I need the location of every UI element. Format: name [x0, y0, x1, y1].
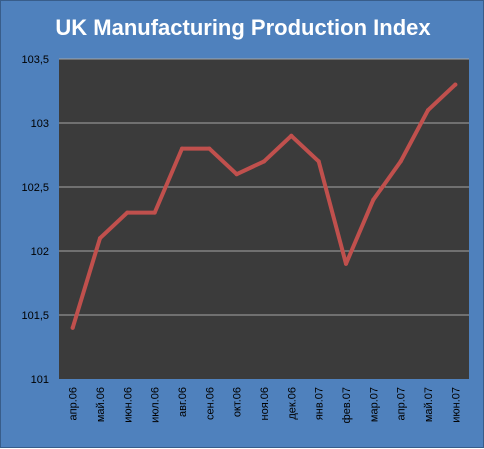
data-point	[234, 172, 239, 177]
y-tick-label: 102,5	[21, 182, 49, 194]
data-point	[453, 82, 458, 87]
x-tick-label: фев.07	[341, 387, 353, 423]
chart-title: UK Manufacturing Production Index	[55, 15, 431, 40]
x-tick-label: сен.06	[204, 387, 216, 420]
x-tick-label: апр.07	[396, 387, 408, 420]
x-tick-label: мар.07	[368, 387, 380, 422]
y-tick-label: 101,5	[21, 310, 49, 322]
data-point	[98, 236, 102, 241]
data-point	[152, 210, 157, 215]
x-tick-label: дек.06	[286, 387, 298, 420]
y-axis: 101 101,5 102 102,5 103 103,5	[21, 54, 49, 386]
x-tick-label: июн.07	[450, 387, 462, 423]
x-tick-label: май.06	[95, 387, 107, 422]
y-tick-label: 102	[31, 246, 49, 258]
x-tick-label: июн.06	[122, 387, 134, 423]
data-point	[289, 133, 294, 138]
data-point	[125, 210, 130, 215]
data-point	[180, 146, 184, 151]
plot-background	[59, 59, 469, 379]
data-point	[398, 159, 403, 164]
data-point	[344, 261, 348, 266]
x-tick-label: июл.06	[150, 387, 162, 423]
series-layer	[70, 82, 458, 330]
data-point	[207, 146, 212, 151]
x-tick-label: янв.07	[314, 387, 326, 420]
x-tick-label: окт.06	[232, 387, 244, 417]
data-point	[426, 108, 430, 113]
y-tick-label: 103	[31, 118, 49, 130]
y-tick-label: 103,5	[21, 54, 49, 66]
y-tick-label: 101	[31, 374, 49, 386]
data-point	[70, 325, 75, 330]
x-tick-label: апр.06	[68, 387, 80, 420]
x-tick-label: май.07	[423, 387, 435, 422]
data-point	[371, 197, 376, 202]
data-point	[262, 159, 266, 164]
x-tick-label: авг.06	[177, 387, 189, 417]
plot-area	[59, 58, 469, 379]
data-point	[316, 159, 321, 164]
x-axis: апр.06 май.06 июн.06 июл.06 авг.06 сен.06 окт.…	[68, 387, 463, 423]
x-tick-label: ноя.06	[259, 387, 271, 420]
